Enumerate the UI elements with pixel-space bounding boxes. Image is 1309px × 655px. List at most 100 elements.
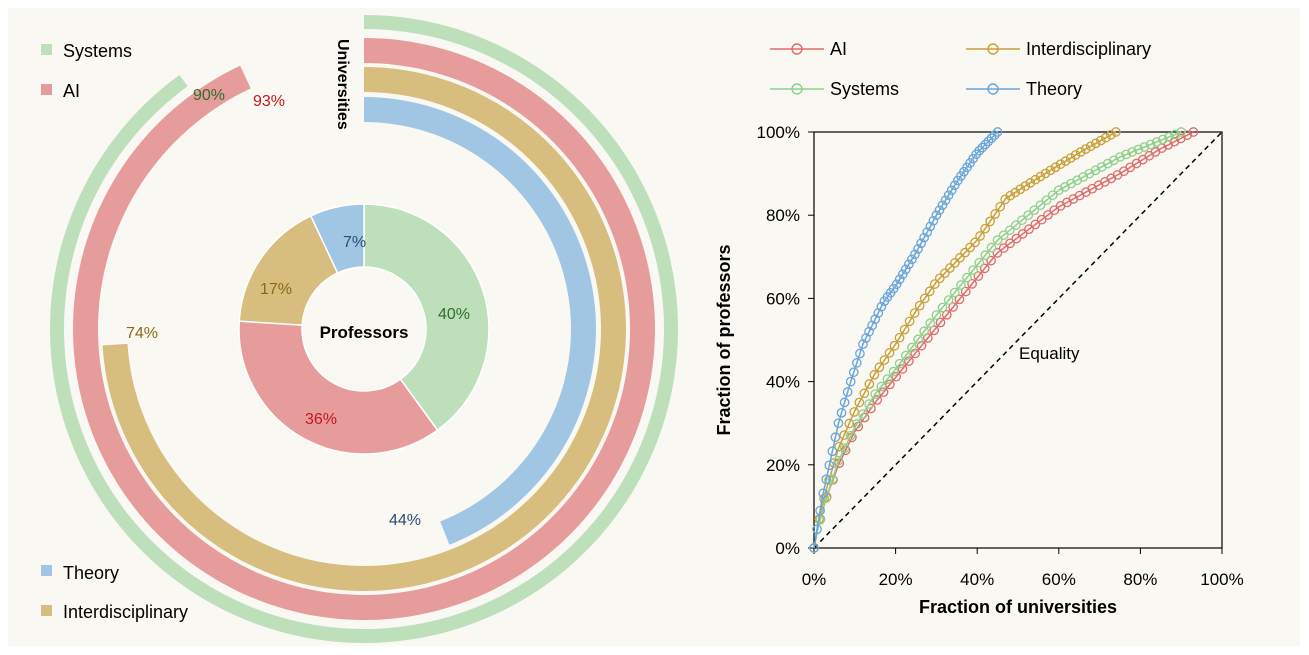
series-marker-systems	[1035, 200, 1046, 211]
right-legend: AI Interdisciplinary Systems Theory	[770, 39, 1151, 99]
series-marker-theory	[855, 348, 865, 359]
x-axis-label: Fraction of universities	[919, 597, 1117, 617]
plot-area-frame	[813, 131, 1223, 549]
legend-label-systems: Systems	[63, 41, 132, 61]
series-marker-ai	[941, 309, 952, 320]
series-marker-ai	[1005, 238, 1015, 249]
series-marker-systems	[876, 381, 887, 392]
series-marker-systems	[943, 295, 954, 305]
series-marker-interdisciplinary	[874, 362, 885, 373]
series-marker-theory	[833, 418, 844, 429]
series-marker-systems	[864, 399, 874, 409]
series-marker-systems	[968, 265, 978, 275]
legend-item-ai: AI	[41, 81, 80, 101]
series-marker-theory	[867, 320, 877, 331]
legend-item-systems: Systems	[41, 41, 132, 61]
figure: Professors Universities Systems AI Theor…	[8, 8, 1300, 646]
series-marker-ai	[1011, 233, 1022, 244]
series-marker-systems	[1121, 149, 1131, 160]
series-marker-systems	[888, 366, 899, 377]
series-marker-interdisciplinary	[1040, 168, 1051, 179]
series-marker-theory	[949, 180, 960, 191]
series-marker-interdisciplinary	[929, 279, 940, 289]
legend-label-interdisciplinary: Interdisciplinary	[63, 602, 188, 622]
series-marker-interdisciplinary	[909, 308, 920, 318]
line-series	[809, 127, 1199, 553]
x-tick-label: 100%	[1200, 570, 1243, 589]
series-marker-interdisciplinary	[1010, 187, 1021, 198]
legend-item-interdisciplinary: Interdisciplinary	[41, 602, 188, 622]
series-marker-theory	[910, 249, 920, 260]
series-marker-systems	[1151, 137, 1162, 147]
series-marker-theory	[986, 133, 997, 144]
y-tick-label: 0%	[775, 539, 800, 558]
series-marker-interdisciplinary	[1035, 171, 1046, 182]
series-marker-interdisciplinary	[1075, 147, 1086, 157]
series-marker-theory	[992, 127, 1003, 137]
series-marker-theory	[928, 215, 939, 226]
legend-label-ai: AI	[830, 39, 847, 59]
series-marker-interdisciplinary	[965, 242, 975, 253]
left-legend: Systems AI Theory Interdisciplinary	[41, 41, 188, 622]
series-marker-interdisciplinary	[1005, 190, 1016, 201]
series-marker-theory	[919, 232, 930, 243]
legend-item-theory: Theory	[966, 79, 1082, 99]
legend-marker-systems	[791, 83, 803, 95]
series-marker-theory	[809, 543, 819, 553]
series-marker-theory	[891, 279, 902, 290]
series-marker-ai	[1043, 210, 1053, 220]
series-marker-interdisciplinary	[869, 369, 880, 380]
series-marker-ai	[967, 278, 977, 289]
series-marker-interdisciplinary	[864, 379, 875, 389]
series-marker-interdisciplinary	[960, 247, 970, 258]
legend-label-ai: AI	[63, 81, 80, 101]
series-marker-interdisciplinary	[1055, 159, 1066, 170]
y-axis-label: Fraction of professors	[714, 244, 734, 435]
professor-donut	[238, 203, 490, 455]
series-marker-ai	[973, 271, 984, 281]
series-marker-ai	[1024, 224, 1034, 234]
x-tick-label: 20%	[879, 570, 913, 589]
series-marker-theory	[812, 524, 822, 535]
series-marker-interdisciplinary	[859, 388, 870, 399]
series-marker-theory	[916, 238, 926, 249]
donut-label-ai: 36%	[305, 411, 337, 428]
series-marker-systems	[845, 430, 856, 441]
series-marker-theory	[931, 210, 942, 221]
series-marker-theory	[907, 254, 917, 265]
donut-segment-systems	[363, 203, 490, 432]
x-axis-ticks: 0% 20% 40% 60% 80% 100%	[802, 548, 1244, 589]
series-marker-systems	[962, 272, 972, 283]
series-marker-theory	[925, 221, 936, 232]
series-marker-systems	[1164, 132, 1174, 142]
series-marker-ai	[998, 243, 1009, 253]
series-marker-interdisciplinary	[995, 201, 1006, 212]
series-marker-systems	[1017, 215, 1027, 226]
series-marker-interdisciplinary	[834, 441, 845, 452]
series-marker-interdisciplinary	[1015, 184, 1026, 195]
series-marker-theory	[897, 269, 908, 280]
series-marker-systems	[925, 318, 936, 329]
series-marker-theory	[851, 358, 862, 368]
series-marker-interdisciplinary	[1070, 150, 1081, 160]
series-marker-ai	[904, 356, 914, 367]
series-marker-systems	[949, 287, 960, 298]
series-marker-theory	[839, 397, 850, 408]
series-marker-interdisciplinary	[1065, 153, 1076, 163]
series-marker-systems	[913, 334, 923, 345]
x-tick-label: 0%	[802, 570, 827, 589]
series-marker-interdisciplinary	[955, 252, 965, 263]
series-marker-interdisciplinary	[849, 407, 860, 417]
legend-swatch-theory	[41, 565, 52, 576]
series-marker-systems	[1139, 142, 1150, 152]
series-marker-systems	[1029, 205, 1040, 216]
series-marker-systems	[980, 250, 991, 260]
series-marker-systems	[870, 389, 881, 399]
y-tick-label: 40%	[766, 373, 800, 392]
series-marker-systems	[839, 443, 850, 454]
series-marker-systems	[894, 358, 905, 369]
series-marker-ai	[992, 248, 1003, 258]
series-line-theory	[813, 131, 999, 549]
series-marker-interdisciplinary	[854, 397, 865, 408]
series-marker-theory	[845, 376, 856, 387]
